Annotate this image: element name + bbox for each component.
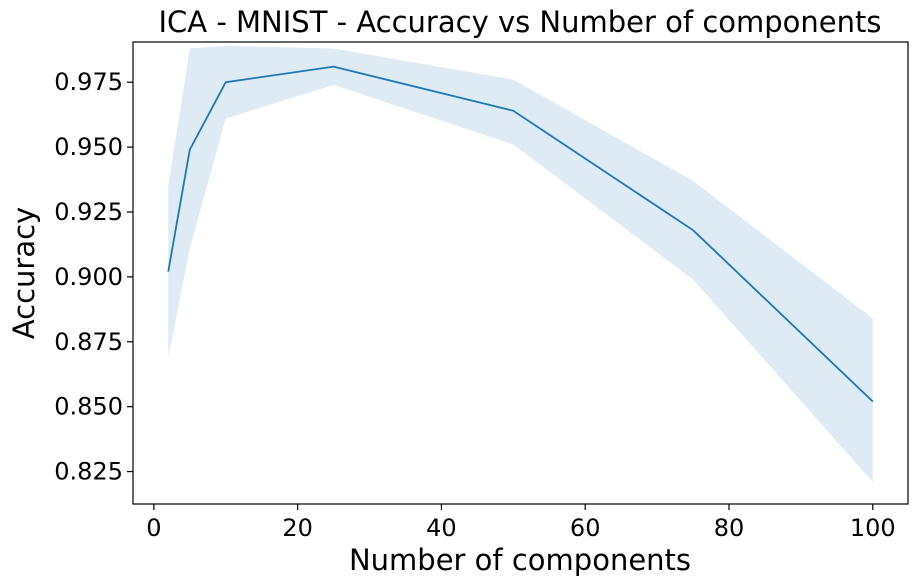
x-tick-label: 80 <box>714 514 745 542</box>
y-tick-label: 0.900 <box>54 263 123 291</box>
x-tick-label: 20 <box>282 514 313 542</box>
plot-area <box>132 41 909 505</box>
y-tick-label: 0.925 <box>54 198 123 226</box>
confidence-band-layer <box>168 45 873 482</box>
y-tick-label: 0.825 <box>54 458 123 486</box>
series-line-layer <box>167 65 874 403</box>
chart-title: ICA - MNIST - Accuracy vs Number of comp… <box>159 5 882 39</box>
y-tick-label: 0.850 <box>54 393 123 421</box>
x-tick-label: 40 <box>426 514 457 542</box>
axes-frame <box>132 41 909 505</box>
y-axis-label: Accuracy <box>7 207 41 339</box>
y-tick-label: 0.950 <box>54 133 123 161</box>
y-axis-ticks: 0.825 0.850 0.875 0.900 0.925 0.950 0.975 <box>54 68 133 486</box>
x-tick-label: 0 <box>146 514 161 542</box>
y-tick-label: 0.875 <box>54 328 123 356</box>
x-tick-label: 100 <box>850 514 896 542</box>
y-tick-label: 0.975 <box>54 68 123 96</box>
x-axis-ticks: 0 20 40 60 80 100 <box>146 504 896 542</box>
x-axis-label: Number of components <box>349 543 691 577</box>
x-tick-label: 60 <box>570 514 601 542</box>
confidence-band-0 <box>168 45 873 482</box>
